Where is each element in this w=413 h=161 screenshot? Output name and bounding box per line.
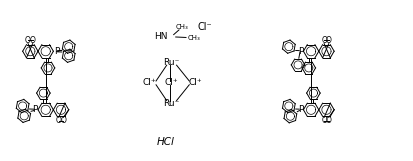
Text: Ru⁻: Ru⁻	[164, 99, 180, 108]
Text: O: O	[25, 36, 31, 45]
Text: Cl⁺: Cl⁺	[142, 78, 156, 87]
Text: O: O	[321, 36, 327, 45]
Text: O: O	[30, 36, 36, 45]
Text: O: O	[326, 36, 332, 45]
Text: O: O	[321, 116, 327, 125]
Text: P: P	[54, 47, 59, 56]
Text: Cl⁺: Cl⁺	[165, 78, 178, 87]
Text: Ru⁻: Ru⁻	[164, 58, 180, 67]
Text: O: O	[56, 116, 62, 125]
Text: P: P	[298, 105, 303, 114]
Text: P: P	[298, 47, 303, 56]
Text: CH₃: CH₃	[188, 35, 201, 41]
Text: P: P	[32, 105, 38, 114]
Text: Cl⁺: Cl⁺	[189, 78, 202, 87]
Text: Cl⁻: Cl⁻	[197, 22, 212, 32]
Text: O: O	[60, 116, 66, 125]
Text: CH₃: CH₃	[176, 24, 188, 30]
Text: HN: HN	[154, 32, 168, 41]
Text: O: O	[326, 116, 332, 125]
Text: HCl: HCl	[157, 137, 174, 147]
